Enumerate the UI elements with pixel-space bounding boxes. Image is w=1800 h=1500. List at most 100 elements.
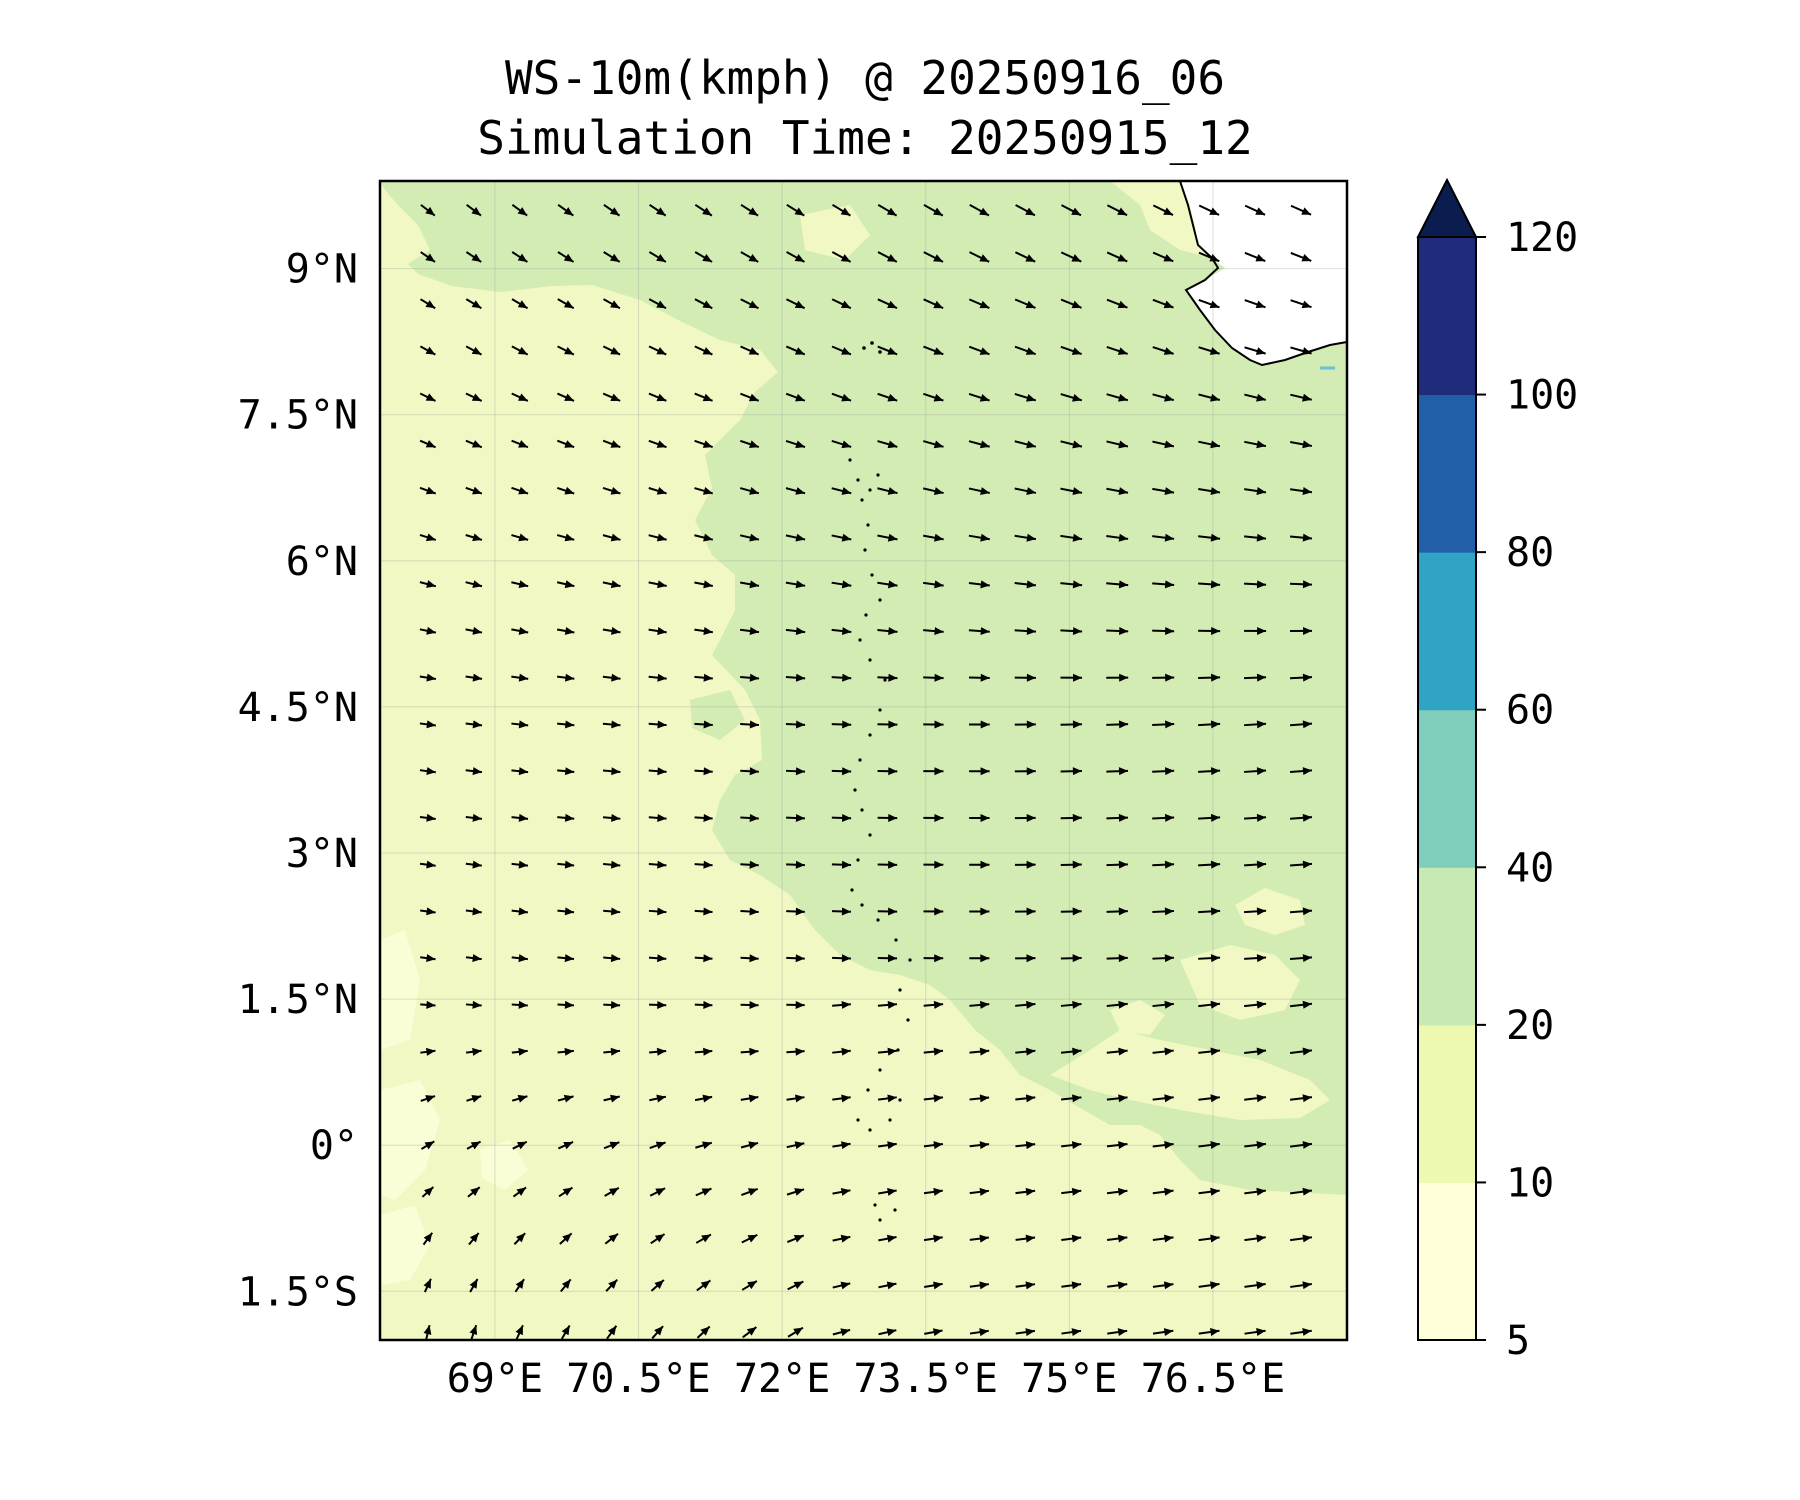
- map-panel: 69°E 70.5°E 72°E 73.5°E 75°E 76.5°E 9°N 7.5°N 6…: [238, 179, 1349, 1402]
- wind-arrow-head: [1072, 580, 1083, 589]
- wind-arrow-head: [1072, 954, 1082, 963]
- lon-tick-label: 72°E: [734, 1356, 830, 1402]
- wind-arrow-head: [1256, 767, 1267, 776]
- wind-arrow-head: [608, 1233, 619, 1243]
- wind-arrow-head: [608, 1187, 619, 1196]
- wind-arrow-head: [748, 1094, 759, 1103]
- wind-arrow-head: [518, 440, 528, 448]
- wind-arrow-head: [656, 440, 667, 448]
- wind-arrow-head: [472, 1047, 482, 1056]
- map-subtitle: Simulation Time: 20250915_12: [477, 111, 1253, 165]
- island-dot: [856, 1118, 860, 1122]
- colorbar-tick-label: 40: [1506, 845, 1554, 891]
- island-dot: [873, 1203, 877, 1207]
- wind-arrow-head: [1118, 954, 1128, 963]
- wind-arrow-head: [1210, 860, 1221, 869]
- wind-arrow-head: [1025, 393, 1036, 402]
- lat-tick-label: 9°N: [286, 247, 358, 293]
- wind-arrow-head: [1071, 300, 1082, 309]
- wind-arrow-head: [1255, 207, 1266, 215]
- wind-arrow-head: [933, 1000, 944, 1009]
- wind-arrow-head: [934, 533, 944, 542]
- wind-arrow-head: [841, 813, 852, 822]
- wind-arrow-head: [841, 1141, 851, 1150]
- wind-arrow-head: [795, 533, 806, 542]
- speed-patch-5-10: [480, 1140, 528, 1190]
- wind-arrow-head: [980, 907, 990, 916]
- wind-arrow-head: [703, 954, 713, 963]
- speed-patch-5-10: [380, 930, 420, 1050]
- wind-arrow-head: [1025, 1187, 1036, 1196]
- wind-arrow-head: [654, 1234, 665, 1243]
- wind-arrow-head: [933, 1047, 944, 1056]
- lon-tick-label: 70.5°E: [566, 1356, 711, 1402]
- map-title: WS-10m(kmph) @ 20250916_06: [504, 51, 1226, 105]
- wind-arrow-head: [795, 627, 806, 636]
- wind-arrow-head: [1026, 627, 1036, 636]
- wind-arrow-head: [701, 1234, 711, 1243]
- wind-arrow-head: [472, 626, 483, 635]
- wind-arrow-head: [1117, 1234, 1128, 1243]
- wind-arrow-head: [749, 580, 759, 589]
- wind-arrow-head: [517, 300, 528, 309]
- island-dot: [856, 478, 860, 482]
- wind-arrow-head: [656, 253, 666, 262]
- wind-arrow-head: [563, 253, 574, 262]
- wind-arrow-head: [888, 907, 898, 916]
- wind-arrow-head: [749, 954, 759, 963]
- wind-arrow-head: [472, 813, 482, 822]
- wind-arrow-head: [1071, 1234, 1082, 1243]
- wind-arrow-head: [933, 207, 943, 216]
- wind-arrow-head: [654, 1326, 664, 1336]
- wind-arrow-head: [702, 253, 713, 262]
- wind-arrow-head: [518, 486, 529, 495]
- wind-arrow-head: [610, 580, 621, 589]
- wind-arrow-head: [1302, 1047, 1312, 1056]
- speed-band-20-40: [380, 181, 1347, 1195]
- wind-arrow-head: [979, 1234, 989, 1243]
- island-dot: [888, 1118, 892, 1122]
- wind-arrow-head: [426, 673, 436, 682]
- wind-arrow-head: [609, 1141, 620, 1150]
- wind-arrow-head: [470, 1187, 480, 1196]
- wind-arrow-head: [1117, 1328, 1128, 1337]
- wind-arrow-head: [794, 254, 805, 262]
- wind-arrow-head: [979, 1000, 990, 1009]
- wind-arrow-head: [657, 860, 667, 869]
- wind-arrow-head: [1026, 907, 1036, 916]
- wind-arrow-head: [841, 487, 852, 495]
- wind-arrow-head: [1256, 1328, 1266, 1336]
- wind-arrow-head: [656, 1094, 666, 1103]
- island-dot: [868, 488, 872, 492]
- wind-arrow-head: [561, 1325, 570, 1336]
- wind-arrow-head: [888, 860, 898, 869]
- wind-arrow-head: [979, 207, 989, 216]
- wind-arrow-head: [1072, 860, 1082, 869]
- wind-arrow-head: [1164, 1047, 1174, 1056]
- wind-arrow-head: [1163, 254, 1174, 262]
- wind-arrow-head: [933, 1187, 943, 1196]
- lon-tick-label: 76.5°E: [1141, 1356, 1286, 1402]
- wind-arrow-head: [657, 1000, 667, 1009]
- wind-arrow-head: [1025, 1281, 1035, 1290]
- wind-arrow-head: [1118, 1094, 1128, 1103]
- island-dot: [866, 523, 870, 527]
- wind-arrow-head: [1118, 720, 1129, 729]
- wind-arrow-head: [1025, 1141, 1036, 1150]
- wind-arrow-head: [886, 1328, 897, 1337]
- wind-arrow-head: [887, 393, 898, 402]
- wind-arrow-head: [656, 393, 667, 402]
- wind-arrow-head: [1164, 907, 1174, 916]
- wind-arrow-head: [423, 1325, 432, 1335]
- wind-arrow-head: [1118, 393, 1128, 402]
- wind-arrow-head: [472, 533, 482, 542]
- wind-arrow-head: [472, 954, 482, 963]
- wind-arrow-head: [471, 393, 482, 401]
- lat-tick-label: 4.5°N: [238, 685, 358, 731]
- wind-arrow-head: [840, 207, 851, 216]
- wind-arrow-head: [564, 346, 574, 355]
- wind-arrow-head: [841, 1094, 851, 1103]
- wind-arrow-head: [795, 440, 805, 449]
- wind-arrow-head: [518, 1000, 528, 1009]
- wind-arrow-head: [841, 1047, 851, 1056]
